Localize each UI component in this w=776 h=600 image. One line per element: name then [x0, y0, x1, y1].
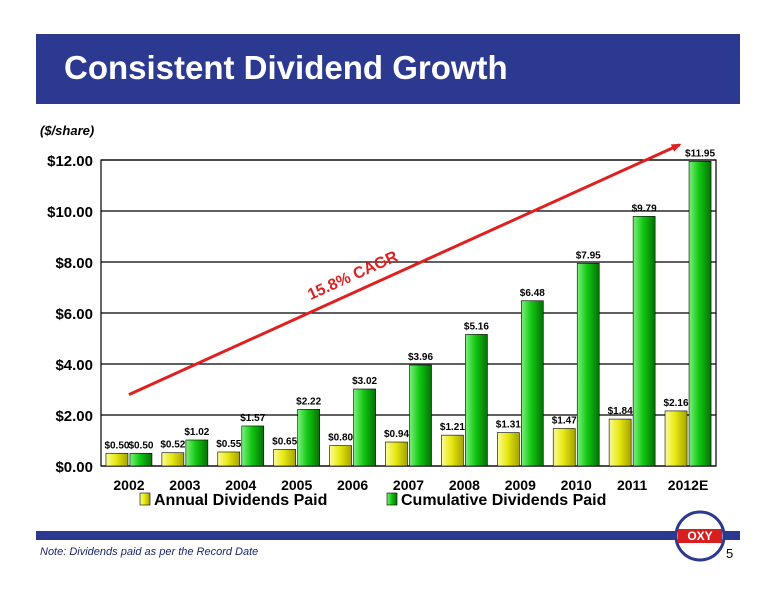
annual-dividend-bar-label: $0.50	[104, 440, 129, 451]
dividend-chart: $0.00 $2.00 $4.00 $6.00 $8.00 $10.00 $12.00 $0.…	[47, 143, 717, 509]
annual-dividend-bar-label: $1.84	[608, 406, 633, 417]
cumulative-dividend-bar-label: $9.79	[632, 203, 657, 214]
cumulative-dividend-bar-label: $1.57	[240, 413, 265, 424]
annual-dividend-bar-label: $0.94	[384, 429, 409, 440]
annual-dividend-bar-label: $0.55	[216, 439, 241, 450]
annual-dividend-bar	[217, 451, 241, 467]
y-tick-label: $0.00	[55, 459, 93, 476]
cumulative-dividend-bar-label: $6.48	[520, 288, 545, 299]
cumulative-dividend-bar-label: $3.02	[352, 376, 377, 387]
annual-dividend-bar-label: $2.16	[664, 398, 689, 409]
annual-dividend-bar	[497, 432, 520, 467]
x-tick-label: 2009	[505, 477, 536, 493]
unit-label: ($/share)	[40, 123, 95, 138]
y-tick-label: $2.00	[55, 408, 93, 425]
legend-label-cumulative: Cumulative Dividends Paid	[401, 492, 606, 509]
annual-dividend-bar	[385, 441, 408, 467]
annual-dividend-bar-label: $0.80	[328, 433, 353, 444]
y-tick-label: $10.00	[47, 204, 93, 221]
x-tick-label: 2008	[449, 477, 480, 493]
footer-note: Note: Dividends paid as per the Record D…	[40, 546, 259, 558]
cumulative-dividend-bar	[129, 452, 153, 467]
cumulative-dividend-bar-label: $0.50	[128, 440, 153, 451]
plot-frame	[100, 159, 717, 467]
annual-dividend-bar	[441, 434, 464, 467]
cumulative-dividend-bar-label: $3.96	[408, 352, 433, 363]
legend-label-annual: Annual Dividends Paid	[154, 492, 327, 509]
cumulative-dividend-bar-label: $7.95	[576, 250, 601, 261]
annual-dividend-bar	[273, 449, 296, 467]
x-tick-label: 2005	[281, 477, 312, 493]
cumulative-dividend-bar	[297, 409, 320, 467]
cumulative-dividend-bar	[241, 425, 265, 467]
x-tick-label: 2011	[617, 477, 648, 493]
cumulative-dividend-bar	[632, 216, 656, 467]
page-number: 5	[726, 546, 734, 561]
annual-dividend-bar	[664, 410, 688, 467]
cumulative-dividend-bar	[409, 364, 432, 467]
page-title: Consistent Dividend Growth	[64, 49, 508, 86]
x-tick-label: 2010	[561, 477, 592, 493]
annual-dividend-bar	[552, 428, 576, 467]
cumulative-dividend-bar	[353, 388, 376, 467]
oxy-logo: OXY	[674, 510, 726, 562]
annual-dividend-bar	[329, 445, 352, 467]
x-tick-label: 2006	[337, 477, 368, 493]
cagr-label: 15.8% CAGR	[305, 248, 401, 304]
title-bar: Consistent Dividend Growth	[36, 34, 740, 104]
cumulative-dividend-bar	[521, 300, 544, 467]
cumulative-dividend-bar-label: $5.16	[464, 321, 489, 332]
y-tick-label: $6.00	[55, 306, 93, 323]
x-tick-label: 2012E	[668, 477, 708, 493]
y-tick-label: $8.00	[55, 255, 93, 272]
annual-dividend-bar	[161, 452, 185, 467]
annual-dividend-bar-label: $1.31	[496, 420, 521, 431]
cumulative-dividend-bar-label: $11.95	[685, 148, 715, 159]
legend-swatch-cumulative	[386, 492, 398, 506]
cumulative-dividend-bar	[576, 262, 600, 467]
y-tick-label: $4.00	[55, 357, 93, 374]
y-tick-label: $12.00	[47, 153, 93, 170]
footer-line	[36, 531, 740, 540]
annual-dividend-bar-label: $0.65	[272, 436, 297, 447]
cumulative-dividend-bar-label: $2.22	[296, 396, 321, 407]
cumulative-dividend-bar	[688, 160, 712, 467]
cumulative-dividend-bar	[465, 334, 488, 467]
cumulative-dividend-bar	[185, 439, 209, 467]
legend-swatch-annual	[139, 492, 151, 506]
annual-dividend-bar	[608, 418, 632, 467]
cagr-arrow	[128, 143, 682, 396]
x-tick-label: 2002	[113, 477, 144, 493]
x-tick-label: 2007	[393, 477, 424, 493]
logo-text: OXY	[687, 529, 712, 543]
x-tick-label: 2004	[225, 477, 256, 493]
x-tick-label: 2003	[169, 477, 200, 493]
annual-dividend-bar	[105, 452, 129, 467]
annual-dividend-bar-label: $0.52	[160, 440, 185, 451]
cumulative-dividend-bar-label: $1.02	[184, 427, 209, 438]
annual-dividend-bar-label: $1.47	[552, 416, 577, 427]
annual-dividend-bar-label: $1.21	[440, 422, 465, 433]
